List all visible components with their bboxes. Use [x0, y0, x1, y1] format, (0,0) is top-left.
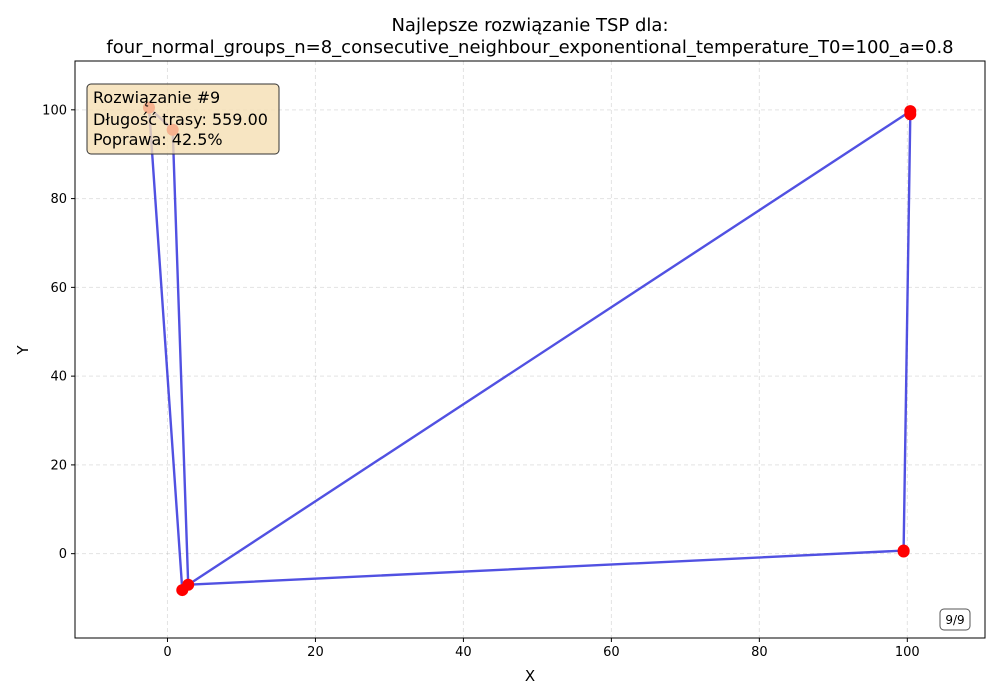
- y-tick-label: 80: [50, 192, 67, 207]
- x-tick-label: 40: [455, 645, 472, 660]
- info-box: Rozwiązanie #9 Długość trasy: 559.00 Pop…: [86, 83, 280, 155]
- chart-title-line2: four_normal_groups_n=8_consecutive_neigh…: [106, 37, 953, 58]
- y-tick-label: 20: [50, 458, 67, 473]
- x-axis-label: X: [525, 667, 535, 685]
- x-tick-label: 80: [751, 645, 768, 660]
- counter-badge: 9/9: [939, 608, 971, 631]
- info-box-route-length: Długość trasy: 559.00: [93, 110, 268, 129]
- y-tick-label: 60: [50, 281, 67, 296]
- plot-frame: [74, 60, 986, 639]
- x-tick-label: 100: [895, 645, 920, 660]
- city-point: [897, 545, 910, 558]
- x-tick-label: 0: [163, 645, 171, 660]
- counter-badge-background: [939, 608, 971, 631]
- info-box-improvement: Poprawa: 42.5%: [93, 130, 223, 149]
- info-box-background: [86, 83, 280, 155]
- x-tick-label: 20: [307, 645, 324, 660]
- chart-title-line1: Najlepsze rozwiązanie TSP dla:: [391, 15, 668, 36]
- city-point: [182, 578, 195, 591]
- x-tick-label: 60: [603, 645, 620, 660]
- city-point: [904, 105, 917, 118]
- y-axis-label: Y: [14, 345, 32, 356]
- y-tick-label: 100: [42, 103, 67, 118]
- y-tick-label: 40: [50, 370, 67, 385]
- info-box-solution: Rozwiązanie #9: [93, 88, 220, 107]
- y-axis-ticks: 0 20 40 60 80 100: [42, 103, 75, 562]
- x-axis-ticks: 0 20 40 60 80 100: [163, 638, 920, 660]
- y-tick-label: 0: [59, 547, 67, 562]
- counter-text: 9/9: [945, 613, 964, 627]
